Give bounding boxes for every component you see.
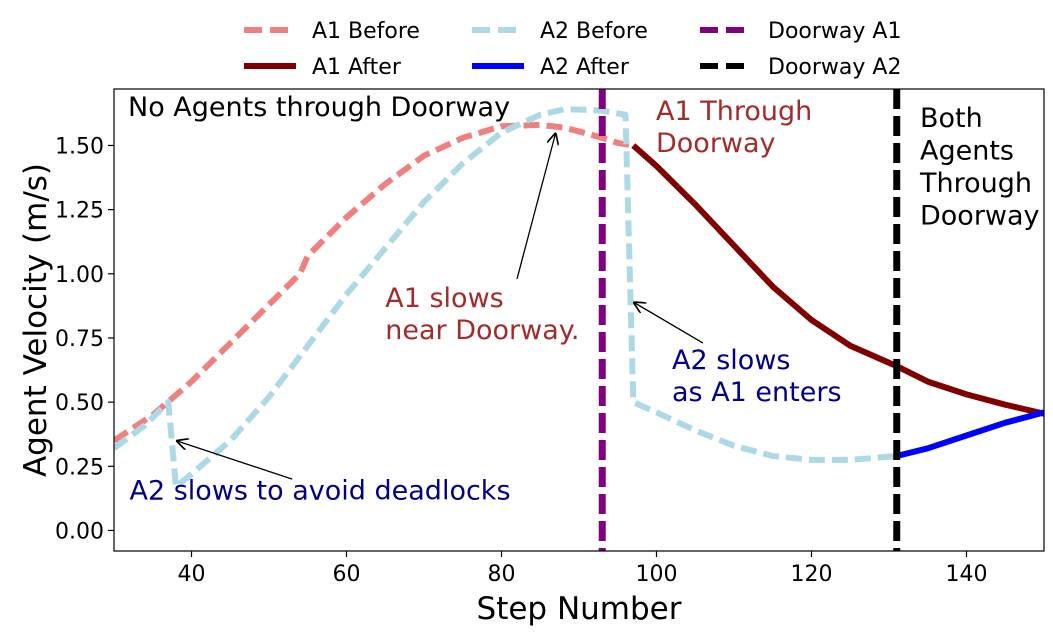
region-label-both-agents: Agents [920,136,1014,167]
annotation-2-text: as A1 enters [672,377,842,408]
y-axis-label: Agent Velocity (m/s) [18,163,54,477]
annotation-1-text: A1 slows [385,283,503,314]
series-line-a2-after [896,409,1044,459]
legend-label-a1-before: A1 Before [312,19,420,44]
annotations: No Agents through Doorway A1 ThroughDoorw… [128,92,1040,507]
axes-frame [113,88,1045,552]
annotation-2-arrow [633,302,704,344]
y-tick-label: 0.50 [55,391,104,416]
plot-area [114,89,1044,551]
y-tick-label: 1.25 [55,199,104,224]
x-tick-label: 40 [178,562,206,587]
x-tick-label: 80 [488,562,516,587]
region-label-a1-through: A1 Through [656,96,812,127]
region-label-both-agents: Doorway [920,201,1040,232]
annotation-3-arrow [176,441,293,480]
region-label-no-agents: No Agents through Doorway [128,92,510,123]
y-tick-label: 0.75 [55,327,104,352]
x-axis-label: Step Number [477,591,682,627]
region-label-a1-through: Doorway [656,128,776,159]
annotation-1-arrow [516,133,556,280]
annotation-1-text: near Doorway. [385,315,579,346]
legend-label-doorway-a1: Doorway A1 [768,19,901,44]
legend: A1 Before A1 After A2 Before A2 After Doorwa… [244,19,901,80]
x-tick-label: 140 [946,562,988,587]
x-tick-label: 60 [333,562,361,587]
legend-label-a1-after: A1 After [312,55,402,80]
x-tick-label: 100 [636,562,678,587]
region-label-both-agents: Both [920,103,983,134]
annotation-2-text: A2 slows [672,345,790,376]
y-tick-label: 0.00 [55,519,104,544]
y-tick-label: 0.25 [55,455,104,480]
axes: 40 60 80 100 120 140 0.00 0.25 0.50 0.75 1.00 1.25 1… [18,88,1045,627]
y-tick-label: 1.00 [55,263,104,288]
series-line-a1-after [631,143,1044,417]
legend-label-doorway-a2: Doorway A2 [768,55,901,80]
annotation-3-text: A2 slows to avoid deadlocks [130,476,511,507]
legend-label-a2-before: A2 Before [540,19,648,44]
series-line-a1-before [114,121,634,444]
y-tick-label: 1.50 [55,134,104,159]
x-tick-label: 120 [791,562,833,587]
legend-label-a2-after: A2 After [540,55,630,80]
series-line-a2-before [114,106,898,490]
region-label-both-agents: Through [919,168,1032,199]
